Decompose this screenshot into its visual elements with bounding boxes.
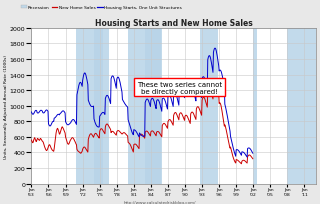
Bar [145,29,162,184]
Legend: Recession, New Home Sales, Housing Starts, One Unit Structures: Recession, New Home Sales, Housing Start… [20,4,184,12]
Bar [253,29,257,184]
Bar [14,29,29,184]
Bar [76,29,103,184]
Bar [128,29,161,184]
Bar [287,29,320,184]
Text: These two series cannot
be directly compared!: These two series cannot be directly comp… [137,81,222,94]
Text: http://www.calculatedriskblog.com/: http://www.calculatedriskblog.com/ [124,200,196,204]
Title: Housing Starts and New Home Sales: Housing Starts and New Home Sales [95,19,252,28]
Y-axis label: Units, Seasonally Adjusted Annual Rate (1000s): Units, Seasonally Adjusted Annual Rate (… [4,54,8,158]
Bar [200,29,218,184]
Bar [93,29,109,184]
